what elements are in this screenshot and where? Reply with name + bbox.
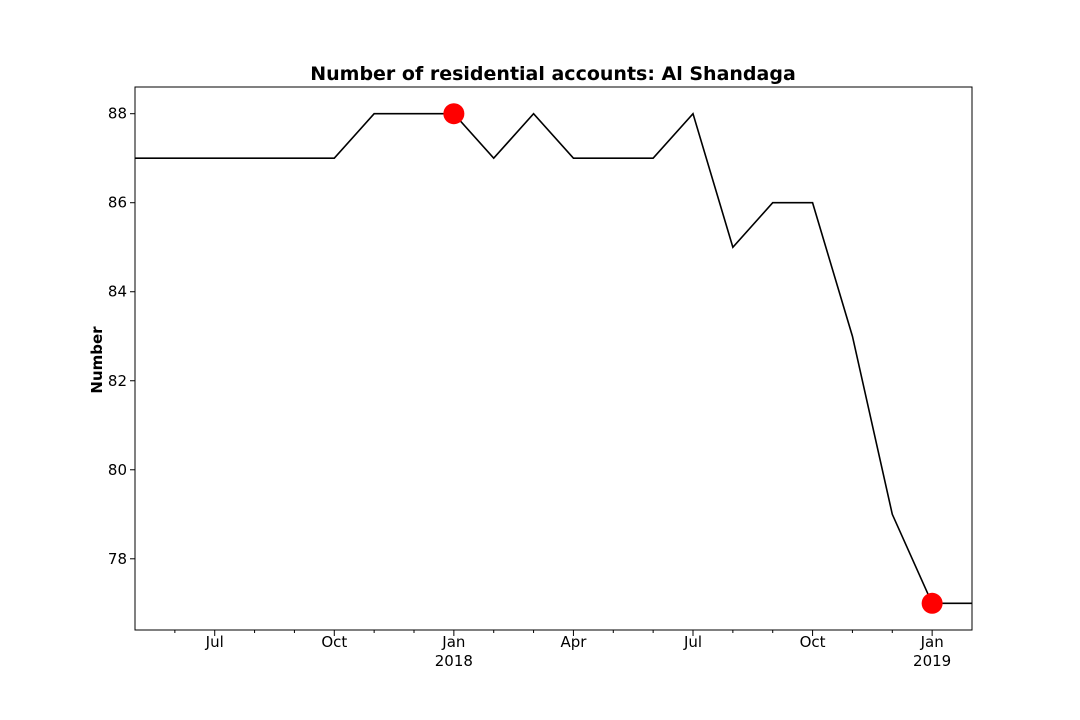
- x-tick-label: Jan: [920, 633, 944, 651]
- x-tick-label: Oct: [800, 633, 826, 651]
- y-tick-label: 80: [108, 461, 127, 479]
- y-axis-label: Number: [88, 326, 106, 394]
- x-tick-label: Jul: [683, 633, 702, 651]
- x-tick-label: Jan: [441, 633, 465, 651]
- y-axis-ticks: 78 80 82 84 86 88: [108, 105, 135, 568]
- y-tick-label: 88: [108, 105, 127, 123]
- chart-title: Number of residential accounts: Al Shand…: [310, 63, 796, 85]
- y-tick-label: 78: [108, 550, 127, 568]
- series-line: [135, 112, 972, 605]
- series-layer: [135, 112, 972, 605]
- x-tick-label: Apr: [560, 633, 587, 651]
- x-tick-year-label: 2018: [435, 652, 473, 670]
- plot-area-frame: [134, 86, 973, 631]
- highlight-marker: [921, 592, 943, 614]
- y-tick-label: 82: [108, 372, 127, 390]
- y-tick-label: 86: [108, 194, 127, 212]
- highlight-marker: [443, 103, 465, 125]
- x-tick-label: Oct: [321, 633, 347, 651]
- x-tick-label: Jul: [205, 633, 224, 651]
- y-tick-label: 84: [108, 283, 127, 301]
- marker-layer: [443, 103, 943, 614]
- x-tick-year-label: 2019: [913, 652, 951, 670]
